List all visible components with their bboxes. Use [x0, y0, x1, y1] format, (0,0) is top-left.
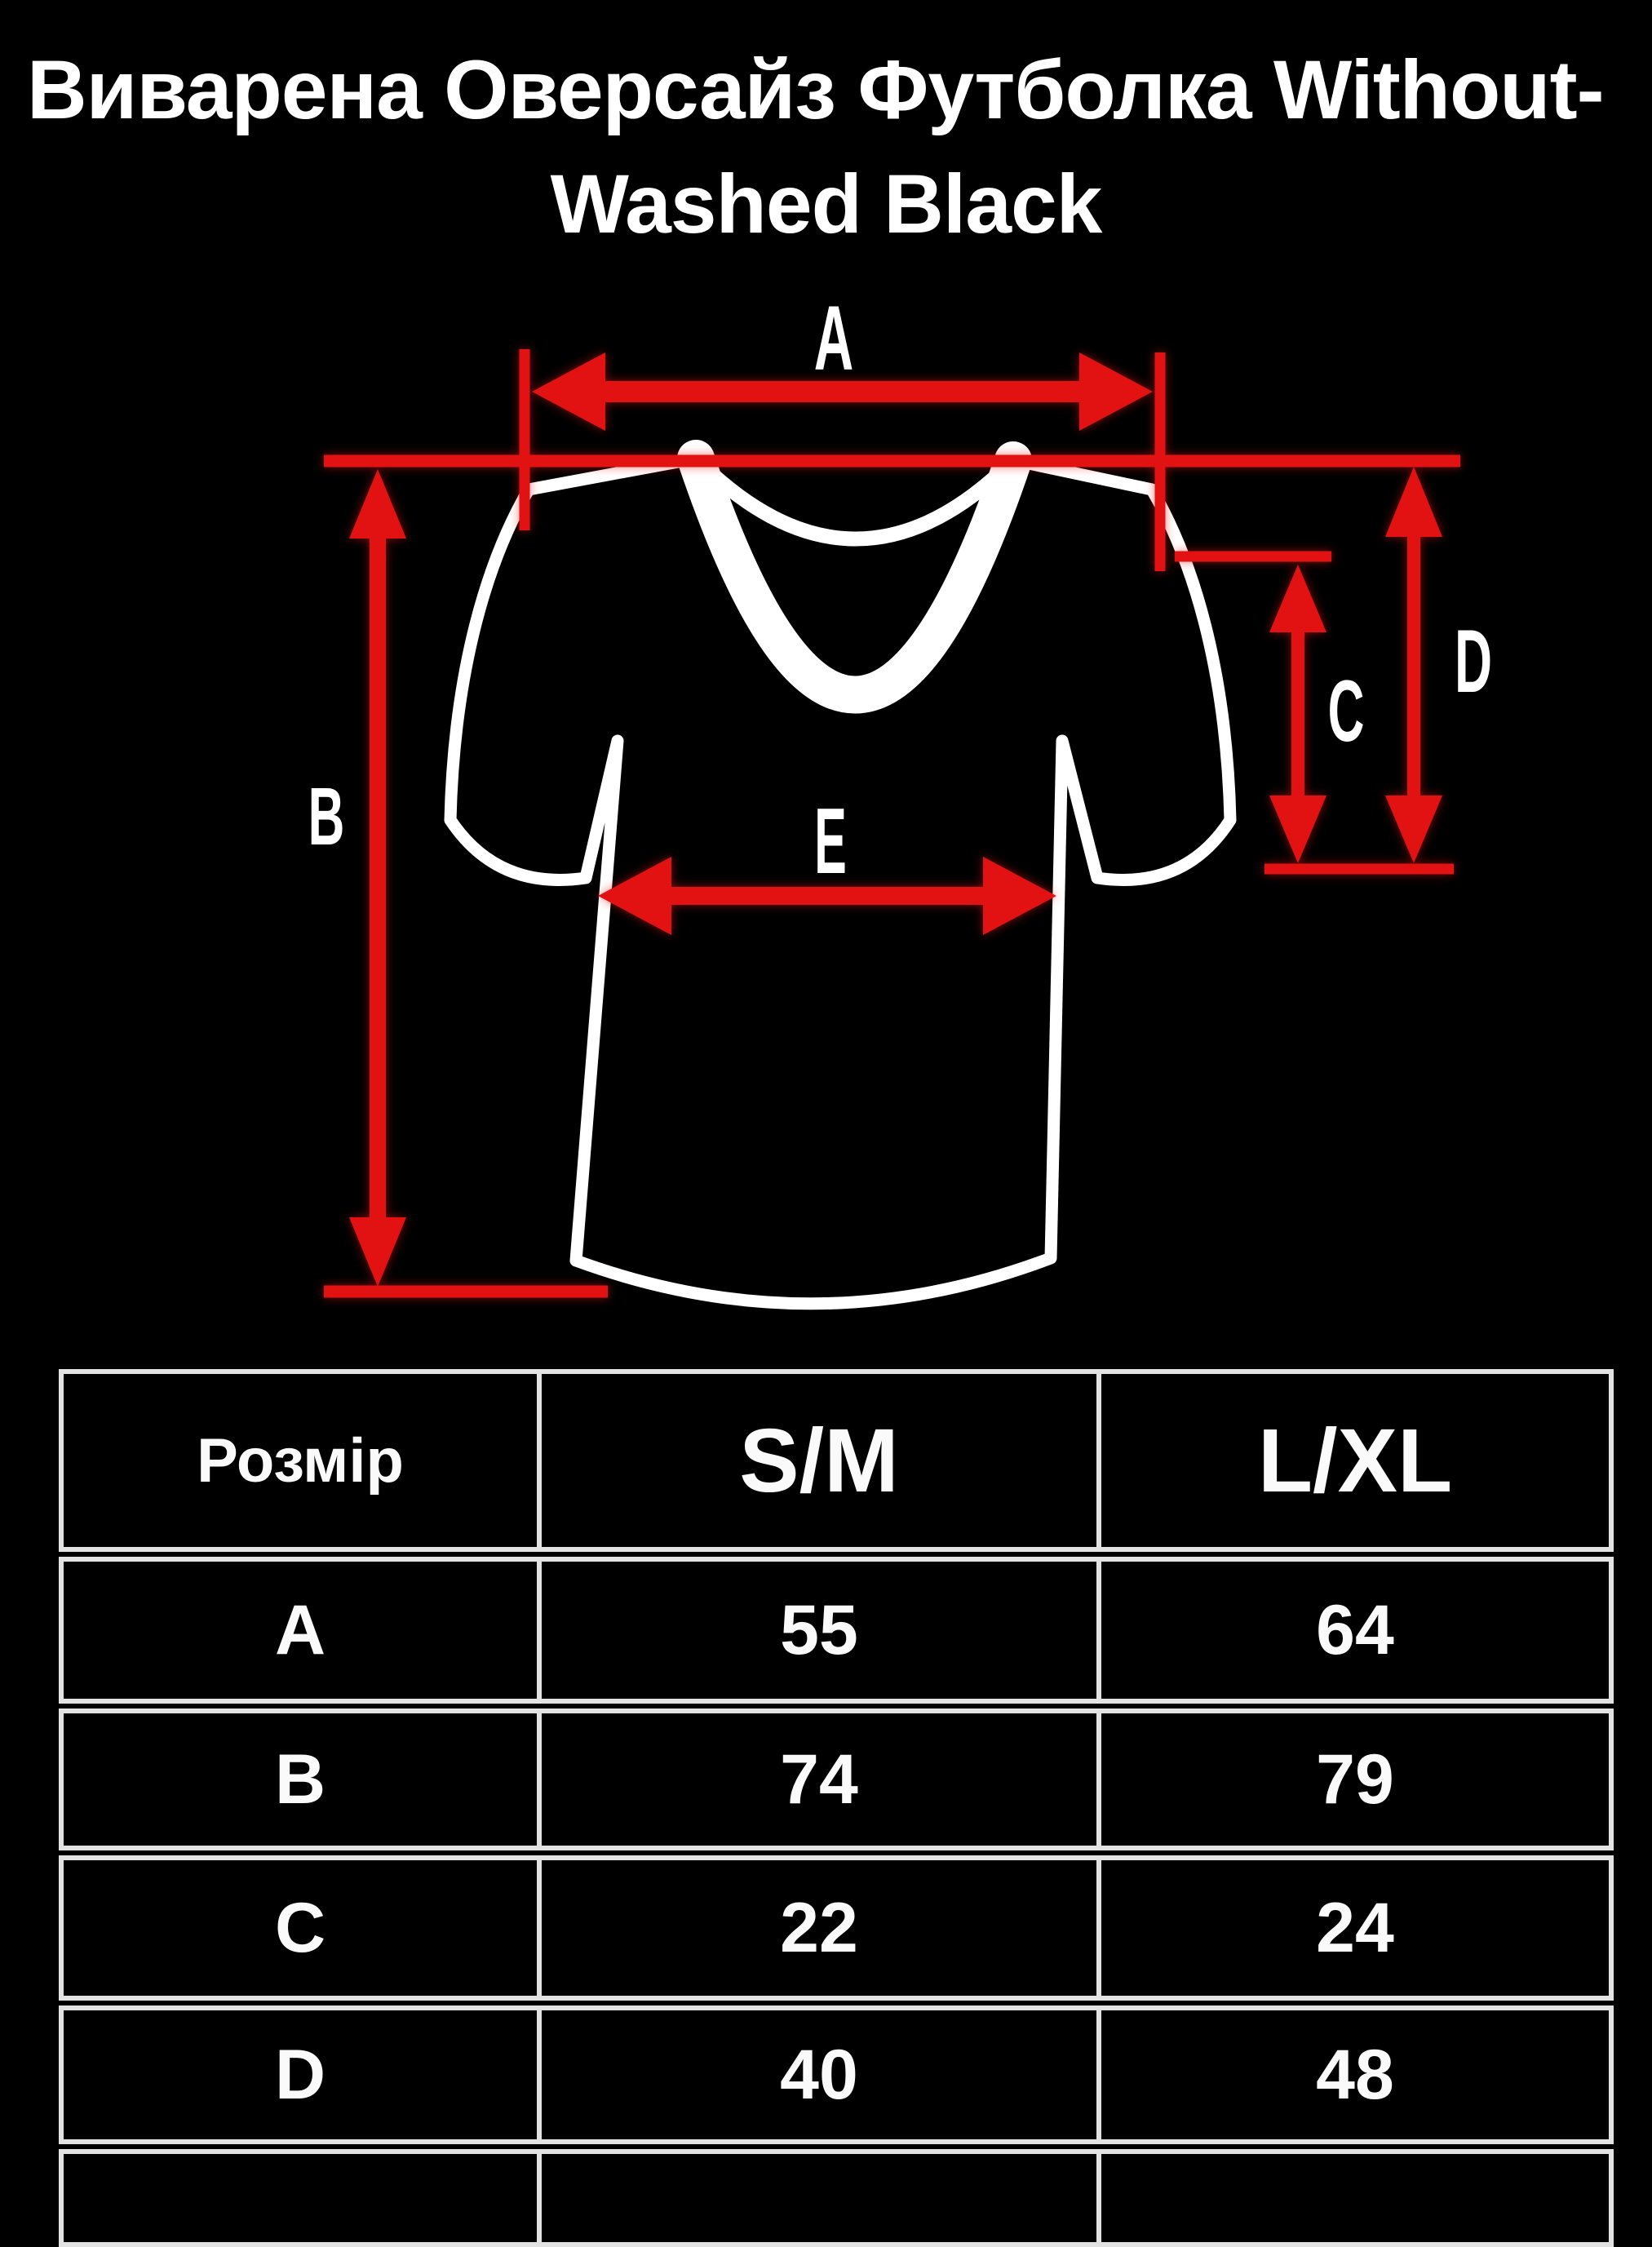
size-table-header-size: Розмір [197, 1425, 404, 1496]
table-row-partial [59, 2149, 1614, 2247]
product-title-line-1: Виварена Оверсайз Футболка Without- [27, 43, 1605, 136]
row-label [64, 2154, 537, 2242]
size-table-header-sm: S/M [537, 1374, 1096, 1547]
measure-label-c: C [1328, 662, 1365, 760]
measure-arrow-a [519, 349, 1166, 571]
value-sm: 22 [537, 1860, 1096, 1996]
table-row: C 22 24 [59, 1855, 1614, 2001]
table-row: D 40 48 [59, 2005, 1614, 2144]
measure-label-e: E [814, 790, 847, 893]
measurement-lines [324, 349, 1460, 1298]
value-lxl: 79 [1096, 1713, 1609, 1846]
value-sm: 40 [537, 2010, 1096, 2139]
measure-label-b: B [308, 771, 345, 862]
value-lxl [1096, 2154, 1609, 2242]
measure-arrow-e [598, 857, 1056, 935]
measure-arrow-d [1385, 467, 1442, 863]
product-title-line-2: Washed Black [550, 157, 1103, 250]
value-sm: 74 [537, 1713, 1096, 1846]
value-sm: 55 [537, 1562, 1096, 1699]
table-row: A 55 64 [59, 1557, 1614, 1704]
measure-label-d: D [1455, 612, 1492, 711]
tshirt-measurement-diagram: A B C D E [308, 286, 1492, 1310]
tshirt-outline [444, 440, 1237, 1310]
measure-arrow-b [349, 469, 406, 1287]
row-label: D [274, 2035, 326, 2114]
tshirt-body-path [444, 452, 1237, 1310]
collar-front-band [677, 440, 1032, 714]
value-sm [537, 2154, 1096, 2242]
value-lxl: 24 [1096, 1860, 1609, 1996]
size-table-header-row: Розмір S/M L/XL [59, 1369, 1614, 1552]
value-lxl: 64 [1096, 1562, 1609, 1699]
row-label: A [274, 1590, 326, 1669]
product-title: Виварена Оверсайз Футболка Without- Wash… [0, 33, 1652, 261]
size-table-header-lxl: L/XL [1096, 1374, 1609, 1547]
table-row: B 74 79 [59, 1709, 1614, 1850]
row-label: B [274, 1740, 326, 1819]
value-lxl: 48 [1096, 2010, 1609, 2139]
measure-arrow-c [1175, 551, 1331, 863]
row-label: C [274, 1888, 326, 1967]
measure-label-a: A [814, 286, 854, 389]
size-table: Розмір S/M L/XL A 55 64 B 74 79 C 22 24 … [59, 1369, 1614, 2247]
collar-back-arc [689, 451, 1021, 547]
